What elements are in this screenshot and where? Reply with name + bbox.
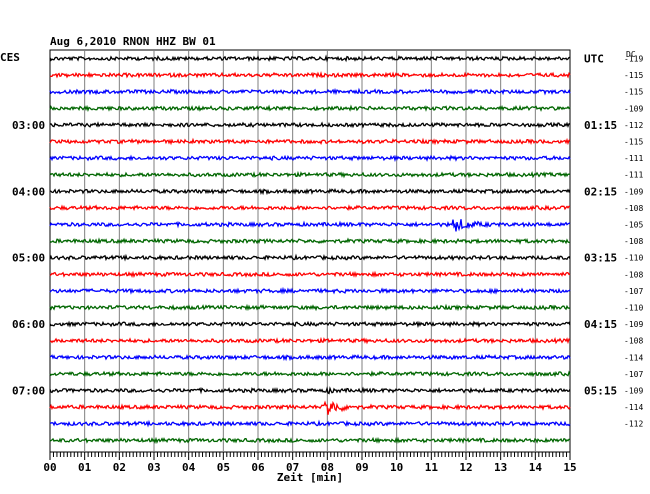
- trace-line: [49, 137, 571, 146]
- trace-line: [49, 353, 571, 362]
- left-hour-label: 05:00: [12, 252, 45, 265]
- dc-value: -115: [624, 138, 643, 147]
- x-tick-label: 12: [459, 461, 472, 474]
- minute-grid: [84, 50, 536, 452]
- dc-value: -107: [624, 287, 643, 296]
- right-hour-label: 04:15: [584, 318, 617, 331]
- dc-value: -110: [624, 254, 643, 263]
- dc-value: -119: [624, 55, 643, 64]
- dc-value: -108: [624, 337, 643, 346]
- hour-label-group: 03:00 04:00 05:00 06:00 07:00 UTC 01:15 02:15 03…: [12, 53, 617, 398]
- dc-value: -109: [624, 387, 643, 396]
- trace-line: [49, 320, 571, 329]
- x-tick-label: 15: [563, 461, 576, 474]
- dc-value: -115: [624, 71, 643, 80]
- right-hour-label: 02:15: [584, 185, 617, 198]
- trace-line: [49, 219, 571, 232]
- right-hour-label: UTC: [584, 53, 604, 66]
- left-timezone-label: CES: [0, 51, 20, 64]
- dc-value: -109: [624, 104, 643, 113]
- trace-line: [49, 170, 570, 179]
- x-tick-label: 08: [321, 461, 334, 474]
- x-tick-label: 07: [286, 461, 299, 474]
- trace-line: [49, 121, 571, 129]
- dc-label: DC: [626, 50, 636, 59]
- x-axis-label: Zeit [min]: [277, 471, 343, 484]
- trace-line: [49, 286, 571, 295]
- right-hour-label: 01:15: [584, 119, 617, 132]
- trace-line: [49, 370, 571, 378]
- left-hour-label: 04:00: [12, 185, 45, 198]
- x-tick-label: 01: [78, 461, 92, 474]
- dc-value: -112: [624, 420, 643, 429]
- dc-value: -107: [624, 370, 643, 379]
- trace-line: [49, 204, 571, 212]
- trace-line: [49, 270, 571, 279]
- dc-value: -110: [624, 304, 643, 313]
- x-tick-label: 02: [113, 461, 126, 474]
- trace-line: [49, 436, 571, 445]
- x-tick-label: 06: [251, 461, 265, 474]
- trace-line: [49, 253, 571, 262]
- dc-value: -111: [624, 154, 643, 163]
- left-hour-label: 03:00: [12, 119, 45, 132]
- x-tick-label: 10: [390, 461, 403, 474]
- dc-value-group: -119 -115 -115 -109 -112 -115 -111 -111 -109 -108…: [624, 55, 643, 429]
- right-hour-label: 05:15: [584, 385, 617, 398]
- dc-value: -109: [624, 320, 643, 329]
- trace-line: [49, 303, 571, 312]
- dc-value: -108: [624, 237, 643, 246]
- trace-line: [49, 237, 571, 245]
- x-tick-label: 05: [217, 461, 230, 474]
- trace-line: [49, 54, 571, 63]
- dc-value: -115: [624, 88, 643, 97]
- x-tick-label: 03: [147, 461, 160, 474]
- dc-value: -108: [624, 204, 643, 213]
- trace-group: [49, 54, 571, 445]
- trace-line: [49, 419, 571, 428]
- dc-value: -109: [624, 187, 643, 196]
- trace-line: [49, 187, 571, 196]
- dc-value: -114: [624, 403, 643, 412]
- dc-value: -105: [624, 221, 643, 230]
- trace-line: [49, 336, 571, 345]
- trace-line: [49, 386, 571, 395]
- x-tick-label: 00: [43, 461, 56, 474]
- right-hour-label: 03:15: [584, 252, 617, 265]
- x-axis: 00 01 02 03 04 05 06 07 08 09 10 11 12 13 14 15: [43, 452, 577, 474]
- dc-value: -112: [624, 121, 643, 130]
- dc-value: -111: [624, 171, 643, 180]
- x-tick-label: 13: [494, 461, 507, 474]
- x-tick-label: 04: [182, 461, 196, 474]
- x-tick-label: 09: [355, 461, 368, 474]
- left-hour-label: 06:00: [12, 318, 45, 331]
- trace-line: [49, 70, 571, 79]
- x-tick-label: 11: [425, 461, 439, 474]
- chart-title: Aug 6,2010 RNON HHZ BW 01: [50, 35, 216, 48]
- trace-line: [49, 87, 571, 96]
- left-hour-label: 07:00: [12, 385, 45, 398]
- trace-line: [49, 400, 571, 415]
- x-tick-label: 14: [529, 461, 543, 474]
- trace-line: [49, 154, 571, 163]
- trace-line: [49, 104, 571, 112]
- dc-value: -114: [624, 353, 643, 362]
- dc-value: -108: [624, 270, 643, 279]
